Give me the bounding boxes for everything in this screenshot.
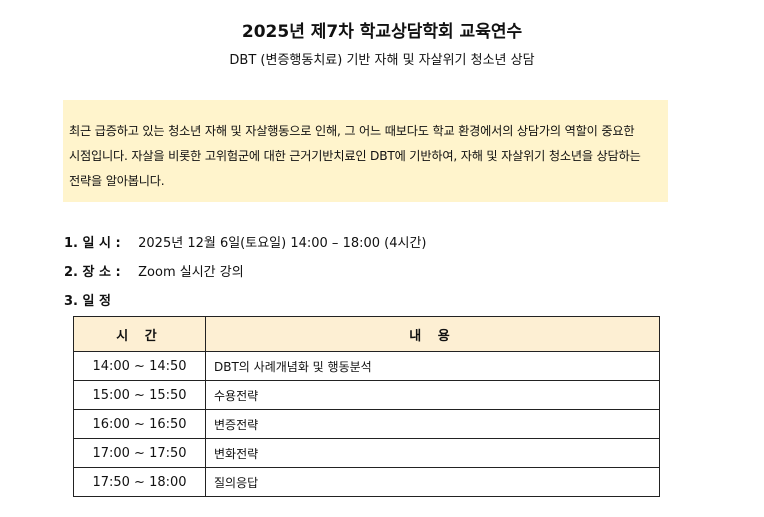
schedule-table: 시 간 내 용 14:00 ~ 14:50 DBT의 사례개념화 및 행동분석 1… bbox=[73, 316, 660, 497]
row-content: DBT의 사례개념화 및 행동분석 bbox=[205, 351, 660, 381]
row-time: 17:00 ~ 17:50 bbox=[73, 438, 206, 468]
table-row: 17:00 ~ 17:50 변화전략 bbox=[73, 438, 660, 468]
info-schedule: 3. 일 정 bbox=[64, 290, 134, 309]
table-row: 15:00 ~ 15:50 수용전략 bbox=[73, 380, 660, 410]
info-date-label: 1. 일 시 : bbox=[64, 236, 121, 251]
table-row: 17:50 ~ 18:00 질의응답 bbox=[73, 467, 660, 497]
row-content: 변증전략 bbox=[205, 409, 660, 439]
info-date: 1. 일 시 : 2025년 12월 6일(토요일) 14:00 – 18:00… bbox=[64, 232, 427, 251]
header-time: 시 간 bbox=[73, 316, 206, 352]
intro-box: 최근 급증하고 있는 청소년 자해 및 자살행동으로 인해, 그 어느 때보다도… bbox=[63, 100, 668, 202]
table-row: 14:00 ~ 14:50 DBT의 사례개념화 및 행동분석 bbox=[73, 351, 660, 381]
row-content: 수용전략 bbox=[205, 380, 660, 410]
row-content: 질의응답 bbox=[205, 467, 660, 497]
table-row: 16:00 ~ 16:50 변증전략 bbox=[73, 409, 660, 439]
info-place-label: 2. 장 소 : bbox=[64, 265, 121, 280]
row-time: 17:50 ~ 18:00 bbox=[73, 467, 206, 497]
page-subtitle: DBT (변증행동치료) 기반 자해 및 자살위기 청소년 상담 bbox=[229, 53, 535, 68]
row-time: 15:00 ~ 15:50 bbox=[73, 380, 206, 410]
table-header-row: 시 간 내 용 bbox=[73, 316, 660, 352]
row-time: 16:00 ~ 16:50 bbox=[73, 409, 206, 439]
header-content: 내 용 bbox=[205, 316, 660, 352]
row-content: 변화전략 bbox=[205, 438, 660, 468]
info-place-value: Zoom 실시간 강의 bbox=[138, 265, 244, 280]
info-date-value: 2025년 12월 6일(토요일) 14:00 – 18:00 (4시간) bbox=[138, 236, 427, 251]
info-schedule-label: 3. 일 정 bbox=[64, 294, 111, 309]
page-title: 2025년 제7차 학교상담학회 교육연수 bbox=[241, 22, 523, 42]
info-place: 2. 장 소 : Zoom 실시간 강의 bbox=[64, 261, 244, 280]
row-time: 14:00 ~ 14:50 bbox=[73, 351, 206, 381]
